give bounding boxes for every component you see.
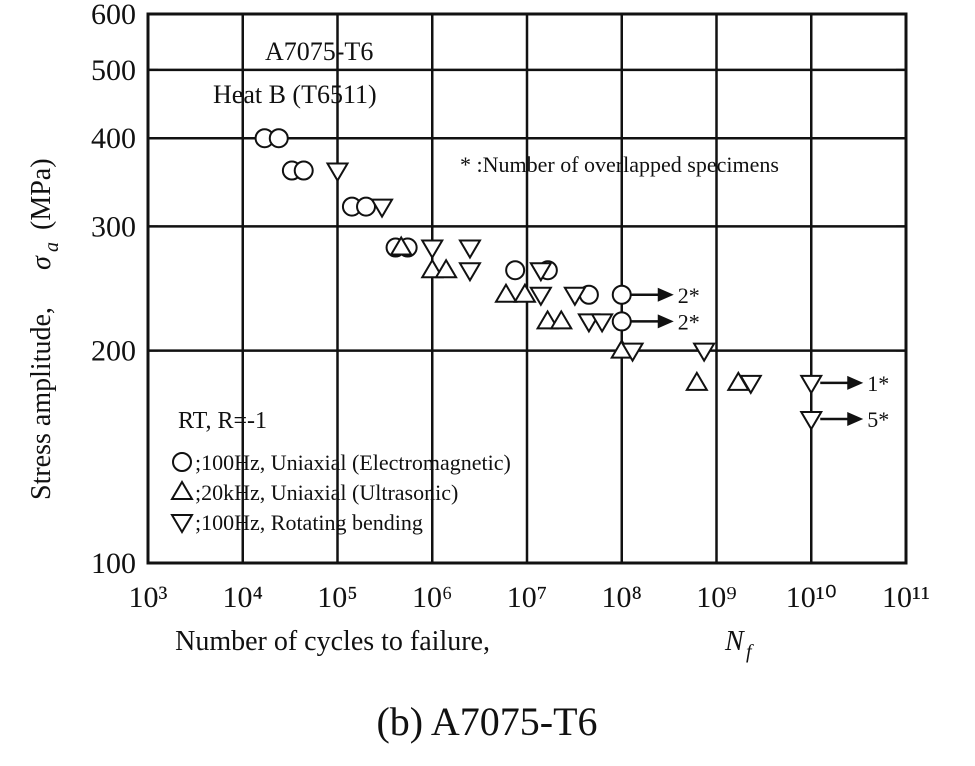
y-axis-symbol: σ (26, 255, 57, 270)
x-axis-symbol-sub: f (746, 641, 754, 663)
plot-frame (146, 12, 908, 565)
y-axis-label: Stress amplitude, (26, 307, 57, 500)
caption: (b) A7075-T6 (376, 699, 597, 744)
marker-triangle-down (590, 313, 614, 334)
x-tick-label: 10⁷ (507, 581, 547, 614)
marker-triangle-up (685, 370, 709, 391)
annotation: A7075-T6 (265, 37, 373, 66)
x-axis-symbol: N (724, 626, 745, 657)
x-tick-label: 10⁵ (317, 581, 357, 614)
marker-triangle-down (458, 262, 482, 283)
y-tick-label: 300 (91, 210, 136, 243)
marker-triangle-down (420, 239, 444, 260)
y-axis-unit: (MPa) (26, 158, 57, 230)
annotation: RT, R=-1 (178, 408, 267, 434)
y-tick-label: 100 (91, 547, 136, 580)
marker-circle (611, 284, 632, 305)
y-tick-label: 600 (91, 0, 136, 31)
marker-triangle-down (170, 514, 194, 534)
marker-triangle-down (563, 286, 587, 307)
legend-label: ;100Hz, Uniaxial (Electromagnetic) (195, 450, 511, 475)
runout-label: 2* (678, 309, 700, 334)
runout-arrowhead (847, 375, 864, 390)
y-tick-label: 200 (91, 335, 136, 368)
x-tick-label: 10¹⁰ (786, 581, 837, 614)
y-tick-label: 500 (91, 54, 136, 87)
x-tick-label: 10⁶ (412, 581, 452, 614)
x-tick-label: 10⁸ (602, 581, 642, 614)
runout-label: 2* (678, 283, 700, 308)
x-tick-label: 10¹¹ (882, 581, 930, 614)
marker-triangle-up (389, 235, 413, 256)
marker-triangle-down (692, 342, 716, 363)
marker-circle (293, 160, 314, 181)
marker-circle (268, 128, 289, 149)
marker-triangle-up (420, 258, 444, 279)
runout-arrowhead (657, 314, 674, 329)
marker-circle (505, 260, 526, 281)
marker-circle (611, 311, 632, 332)
marker-circle (172, 452, 192, 472)
marker-triangle-up (549, 309, 574, 330)
y-tick-label: 400 (91, 122, 136, 155)
legend-label: ;100Hz, Rotating bending (195, 510, 423, 535)
runout-label: 1* (867, 371, 889, 396)
runout-arrowhead (657, 287, 674, 302)
marker-triangle-down (370, 198, 394, 219)
annotation: * :Number of overlapped specimens (460, 152, 779, 177)
marker-triangle-down (529, 286, 553, 307)
marker-triangle-up (434, 258, 458, 279)
marker-triangle-down (325, 162, 350, 183)
x-tick-label: 10⁴ (223, 581, 263, 614)
marker-triangle-up (170, 480, 194, 500)
x-axis-label: Number of cycles to failure, (175, 626, 490, 657)
marker-triangle-down (739, 374, 763, 395)
y-axis-symbol-sub: a (41, 242, 63, 252)
marker-triangle-down (458, 239, 482, 260)
runout-label: 5* (867, 407, 889, 432)
legend-label: ;20kHz, Uniaxial (Ultrasonic) (195, 480, 458, 505)
marker-triangle-down (529, 262, 553, 283)
marker-triangle-down (620, 342, 645, 363)
marker-triangle-up (535, 309, 560, 330)
marker-triangle-up (494, 282, 518, 303)
marker-triangle-down (799, 374, 823, 395)
y-axis-label-group: Stress amplitude, σ a (MPa) (26, 158, 63, 500)
runout-arrowhead (847, 411, 864, 426)
annotation: Heat B (T6511) (213, 80, 377, 109)
x-tick-label: 10⁹ (696, 581, 736, 614)
marker-triangle-up (513, 282, 537, 303)
marker-triangle-down (799, 410, 823, 431)
x-tick-label: 10³ (129, 581, 168, 614)
